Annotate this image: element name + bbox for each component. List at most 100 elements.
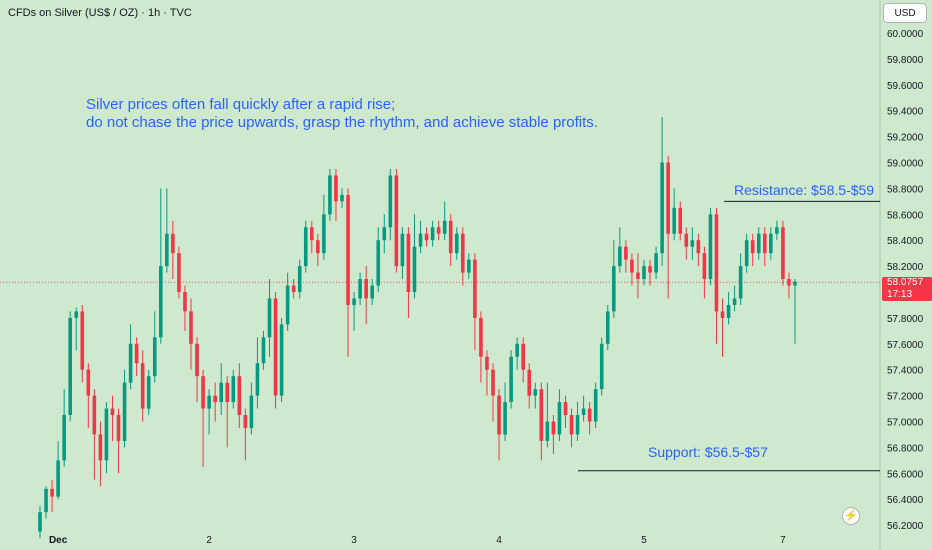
candle-body	[382, 227, 387, 241]
candle-body	[642, 266, 646, 280]
candle-body	[491, 369, 495, 396]
candle-body	[291, 285, 296, 292]
candle-body	[303, 227, 308, 267]
candle-body	[503, 402, 507, 435]
candle-body	[279, 324, 284, 396]
candle-body	[599, 343, 604, 390]
candle-body	[750, 240, 755, 254]
candle-body	[68, 317, 72, 416]
y-tick-label: 59.8000	[887, 55, 924, 66]
candle-body	[213, 395, 217, 403]
candle-body	[346, 194, 350, 305]
candle-body	[128, 343, 133, 383]
y-tick-label: 58.6000	[887, 210, 924, 221]
candle-body	[171, 233, 175, 254]
candle-body	[273, 298, 278, 396]
candle-body	[672, 207, 676, 234]
last-price-value: 58.0757	[887, 277, 924, 288]
candle-body	[80, 311, 85, 370]
last-price-tag: 58.0757 17:13	[882, 277, 932, 301]
candle-body	[738, 266, 743, 299]
y-tick-label: 56.8000	[887, 443, 924, 454]
candle-body	[624, 246, 628, 260]
candle-body	[376, 240, 381, 286]
candle-body	[322, 214, 326, 254]
candle-body	[630, 259, 634, 273]
y-tick-label: 58.8000	[887, 184, 924, 195]
candle-body	[249, 395, 254, 428]
candle-body	[539, 389, 544, 441]
candle-body	[219, 382, 223, 403]
candle-body	[189, 311, 193, 344]
candle-body	[98, 434, 103, 461]
y-tick-label: 56.2000	[887, 521, 924, 532]
bar-countdown: 17:13	[887, 289, 913, 300]
annotation-line-1: Silver prices often fall quickly after a…	[86, 96, 396, 113]
x-tick-label: 3	[351, 535, 357, 546]
candle-body	[648, 266, 652, 273]
candle-body	[708, 214, 713, 280]
candle-body	[412, 246, 417, 292]
x-tick-label: 2	[206, 535, 212, 546]
candle-body	[418, 233, 423, 247]
candle-body	[521, 343, 525, 370]
candle-body	[684, 233, 689, 247]
candle-body	[497, 395, 501, 435]
candle-body	[696, 240, 701, 254]
y-tick-label: 59.4000	[887, 107, 924, 118]
candle-body	[267, 298, 272, 338]
candle-body	[140, 363, 145, 409]
candle-body	[485, 356, 489, 370]
y-tick-label: 59.6000	[887, 81, 924, 92]
y-tick-label: 57.2000	[887, 392, 924, 403]
candle-body	[400, 233, 405, 267]
candle-body	[104, 408, 109, 461]
x-tick-label: 7	[780, 535, 786, 546]
candle-body	[557, 402, 562, 435]
y-tick-label: 56.6000	[887, 469, 924, 480]
candle-body	[527, 369, 532, 396]
candle-body	[370, 285, 374, 299]
lightning-icon[interactable]: ⚡	[842, 507, 860, 525]
candle-body	[732, 298, 737, 305]
candle-body	[195, 343, 199, 377]
candle-body	[479, 317, 483, 357]
y-tick-label: 57.6000	[887, 340, 924, 351]
candle-body	[551, 421, 556, 435]
candle-body	[666, 162, 670, 234]
candle-body	[702, 253, 707, 280]
candle-body	[134, 343, 139, 364]
candle-body	[328, 175, 332, 215]
candle-body	[74, 311, 79, 318]
candle-body	[297, 266, 302, 292]
candle-body	[159, 266, 163, 338]
candle-body	[122, 382, 127, 441]
candle-body	[587, 408, 592, 422]
candle-body	[237, 376, 242, 416]
candle-body	[92, 395, 97, 435]
candle-body	[310, 227, 314, 241]
candle-body	[461, 233, 465, 273]
candle-body	[207, 395, 211, 409]
candle-body	[593, 389, 598, 422]
candle-body	[756, 233, 761, 254]
candle-body	[533, 389, 538, 396]
candle-body	[352, 298, 356, 305]
candle-body	[50, 488, 54, 497]
candle-body	[690, 240, 695, 247]
candle-body	[388, 175, 393, 228]
candle-body	[177, 253, 181, 292]
y-tick-label: 60.0000	[887, 29, 924, 40]
y-tick-label: 57.8000	[887, 314, 924, 325]
candle-body	[261, 337, 266, 364]
candle-body	[509, 356, 513, 403]
currency-button[interactable]: USD	[883, 3, 927, 23]
candle-body	[358, 279, 362, 299]
candle-body	[430, 227, 435, 241]
candle-body	[243, 415, 248, 428]
candle-body	[473, 259, 477, 318]
candle-body	[225, 382, 230, 403]
candle-body	[781, 227, 785, 280]
